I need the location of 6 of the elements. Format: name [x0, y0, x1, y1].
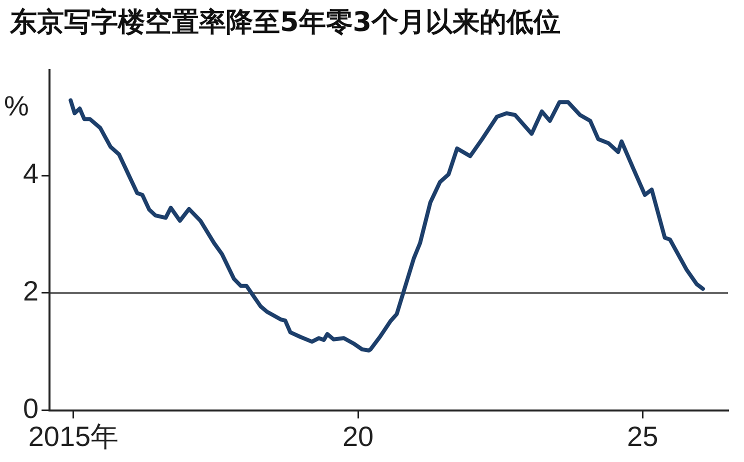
chart-title: 东京写字楼空置率降至5年零3个月以来的低位 — [10, 6, 561, 40]
x-tick-label: 20 — [342, 420, 374, 452]
y-tick-label: 2 — [22, 276, 39, 307]
x-tick-label: 25 — [627, 420, 658, 452]
y-tick-label: 4 — [22, 158, 39, 190]
y-axis-title: % — [4, 90, 29, 122]
